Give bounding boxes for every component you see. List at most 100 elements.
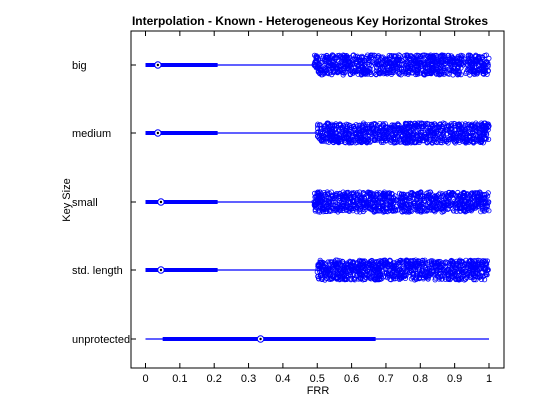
median-dot <box>156 63 160 67</box>
outlier-point <box>388 139 394 145</box>
outlier-point <box>442 127 449 133</box>
x-tick-label: 0.4 <box>275 373 290 385</box>
outlier-point <box>369 131 375 137</box>
outlier-point <box>483 132 490 138</box>
x-axis: 0 0.1 0.2 0.3 0.4 0.5 0.6 0.7 0.8 0.9 1 <box>142 31 492 385</box>
outlier-point <box>480 130 486 137</box>
outlier-point <box>425 65 431 72</box>
outlier-point <box>476 53 482 60</box>
outlier-point <box>469 61 475 67</box>
outlier-point <box>357 131 363 137</box>
outlier-point <box>418 129 424 135</box>
y-axis-title: Key Size <box>61 178 73 221</box>
outlier-point <box>485 136 492 142</box>
outlier-point <box>458 61 464 67</box>
outlier-point <box>337 132 343 138</box>
outlier-point <box>357 139 363 145</box>
outlier-point <box>479 123 485 129</box>
outlier-point <box>444 59 450 65</box>
x-axis-title: FRR <box>307 385 330 397</box>
y-tick-label: medium <box>72 128 111 140</box>
outlier-point <box>340 72 346 78</box>
x-tick-label: 0.8 <box>413 373 428 385</box>
outlier-point <box>456 71 462 77</box>
outlier-point <box>467 53 474 59</box>
outlier-point <box>318 67 325 73</box>
median-dot <box>259 337 262 341</box>
outlier-point <box>342 132 349 138</box>
outlier-point <box>433 66 440 72</box>
outlier-point <box>382 124 389 130</box>
outlier-point <box>414 132 420 138</box>
x-tick-label: 0.3 <box>241 373 256 385</box>
outlier-point <box>398 131 404 137</box>
y-axis: big medium small std. length unprotected <box>72 60 136 346</box>
outlier-point <box>447 129 453 136</box>
outlier-point <box>430 65 436 71</box>
outlier-point <box>374 54 380 60</box>
outlier-point <box>335 138 341 144</box>
outlier-point <box>451 59 457 66</box>
outlier-point <box>397 136 403 142</box>
outlier-point <box>389 70 395 76</box>
outlier-point <box>341 127 347 133</box>
outlier-point <box>424 71 430 77</box>
outlier-point <box>424 120 430 126</box>
outlier-point <box>399 66 405 72</box>
outlier-point <box>466 135 473 141</box>
outlier-point <box>341 55 347 61</box>
median-dot <box>159 200 163 204</box>
outlier-point <box>421 208 428 214</box>
outlier-point <box>396 52 402 58</box>
outlier-point <box>437 127 444 133</box>
outlier-point <box>326 126 332 132</box>
outlier-point <box>319 72 325 78</box>
outlier-point <box>450 55 456 61</box>
outlier-point <box>324 134 330 140</box>
outlier-point <box>479 54 485 60</box>
outlier-point <box>327 123 334 130</box>
outlier-point <box>375 53 381 59</box>
outlier-point <box>386 59 393 65</box>
outlier-point <box>441 56 447 62</box>
outlier-point <box>423 70 430 76</box>
outlier-point <box>414 123 420 130</box>
outlier-point <box>356 126 362 132</box>
outlier-point <box>405 140 411 146</box>
box-unprotected <box>145 335 489 343</box>
outlier-point <box>406 70 412 76</box>
outlier-point <box>365 56 371 62</box>
outlier-point <box>445 52 451 58</box>
outlier-point <box>385 67 391 73</box>
outlier-point <box>485 121 491 127</box>
outlier-point <box>463 136 470 142</box>
outlier-point <box>478 120 484 126</box>
outlier-point <box>411 121 418 127</box>
outlier-point <box>414 66 420 73</box>
outlier-point <box>448 59 454 65</box>
box-medium <box>145 120 492 146</box>
outlier-point <box>437 134 443 140</box>
outlier-point <box>463 70 469 77</box>
outlier-point <box>330 139 336 145</box>
outlier-point <box>395 64 401 70</box>
outlier-point <box>347 139 354 145</box>
outlier-point <box>349 135 355 141</box>
outlier-point <box>399 61 405 67</box>
outlier-point <box>366 61 372 67</box>
outlier-point <box>359 62 365 68</box>
outlier-point <box>355 123 361 129</box>
outlier-point <box>324 62 330 68</box>
outlier-point <box>409 55 416 61</box>
outlier-point <box>482 67 488 73</box>
outliers <box>311 52 492 78</box>
outlier-point <box>429 68 435 74</box>
outlier-point <box>337 125 343 131</box>
outlier-point <box>408 63 414 69</box>
outlier-point <box>352 65 359 71</box>
outlier-point <box>378 59 384 66</box>
outlier-point <box>356 65 362 72</box>
outlier-point <box>396 66 402 73</box>
outlier-point <box>422 136 429 142</box>
outlier-point <box>391 139 397 145</box>
